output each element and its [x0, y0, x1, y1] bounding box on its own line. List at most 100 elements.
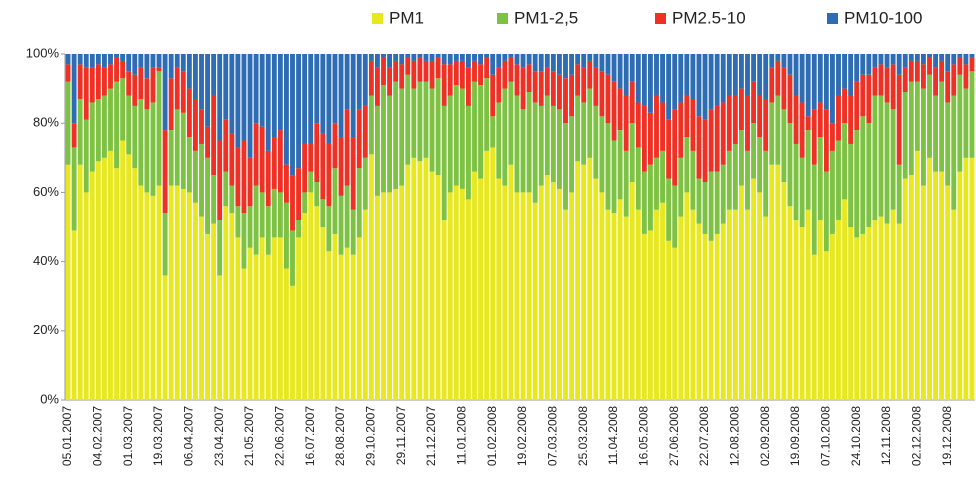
bar-segment — [690, 98, 696, 151]
bar-segment — [356, 168, 362, 238]
bar-segment — [466, 67, 471, 106]
bar-segment — [963, 157, 969, 400]
bar-segment — [490, 54, 496, 75]
bar-segment — [89, 102, 95, 172]
bar-segment — [696, 223, 702, 400]
bar-segment — [447, 54, 453, 65]
bar-segment — [672, 247, 678, 400]
bar-segment — [763, 98, 769, 151]
bar-segment — [629, 81, 635, 124]
bar-segment — [830, 54, 835, 124]
bar-segment — [308, 171, 314, 193]
bar-segment — [902, 67, 908, 93]
bar-segment — [557, 74, 562, 110]
bar-segment — [587, 54, 593, 61]
bar-segment — [914, 81, 920, 151]
bar-segment — [763, 54, 769, 99]
bar-segment — [896, 74, 902, 165]
bar-segment — [83, 67, 89, 120]
y-tick-label: 0% — [40, 391, 59, 406]
legend-swatch — [497, 13, 508, 24]
bar-segment — [648, 164, 653, 231]
bar-segment — [690, 150, 696, 210]
bar-segment — [969, 157, 975, 400]
bar-segment — [714, 233, 720, 400]
bar-segment — [793, 54, 799, 96]
bar-segment — [866, 227, 872, 400]
bar-segment — [466, 54, 471, 68]
bar-segment — [284, 54, 289, 165]
bar-segment — [957, 74, 963, 172]
bar-segment — [490, 147, 496, 400]
bar-segment — [696, 178, 702, 224]
bar-segment — [769, 102, 775, 165]
bar-segment — [156, 185, 162, 400]
bar-segment — [120, 60, 126, 79]
bar-segment — [441, 105, 447, 221]
bar-segment — [271, 237, 277, 400]
bar-segment — [969, 54, 975, 58]
bar-segment — [478, 178, 483, 400]
bar-segment — [375, 105, 380, 196]
bar-segment — [648, 54, 653, 113]
bar-segment — [332, 54, 338, 124]
bar-segment — [277, 54, 283, 131]
bar-segment — [277, 192, 283, 238]
bar-segment — [156, 54, 162, 68]
bar-segment — [581, 102, 587, 165]
bar-segment — [108, 88, 113, 151]
bar-segment — [666, 54, 672, 120]
bar-segment — [205, 126, 210, 158]
bar-segment — [217, 220, 223, 276]
bar-segment — [375, 54, 380, 68]
bar-segment — [453, 185, 459, 400]
bar-segment — [211, 54, 217, 96]
bar-segment — [787, 74, 793, 124]
bar-segment — [229, 133, 235, 186]
bar-segment — [848, 95, 854, 144]
bar-segment — [739, 54, 744, 89]
bar-segment — [265, 206, 271, 255]
bar-segment — [144, 109, 150, 193]
bar-segment — [472, 171, 477, 400]
bar-segment — [368, 60, 374, 96]
y-tick-label: 40% — [33, 253, 59, 268]
bar-segment — [144, 192, 150, 400]
x-tick-label: 29.10.2007 — [364, 406, 378, 466]
bar-segment — [156, 71, 162, 186]
bar-segment — [544, 54, 550, 68]
bar-segment — [71, 54, 77, 124]
bar-segment — [472, 81, 477, 172]
bar-segment — [654, 95, 659, 158]
bar-segment — [259, 54, 265, 127]
bar-segment — [678, 54, 684, 103]
bar-segment — [563, 78, 568, 124]
bar-segment — [726, 54, 732, 96]
bar-segment — [860, 74, 866, 117]
bar-segment — [884, 54, 890, 68]
bar-segment — [350, 54, 356, 138]
bar-segment — [83, 54, 89, 68]
bar-segment — [629, 54, 635, 82]
bar-segment — [775, 60, 781, 96]
bar-segment — [563, 123, 568, 210]
bar-segment — [878, 216, 884, 400]
bar-segment — [290, 175, 295, 231]
bar-segment — [368, 54, 374, 61]
bar-segment — [830, 123, 835, 151]
bar-segment — [575, 95, 581, 162]
bar-segment — [957, 171, 963, 400]
bar-segment — [271, 137, 277, 189]
bar-segment — [520, 192, 526, 400]
bar-segment — [641, 54, 647, 106]
bar-segment — [623, 150, 629, 217]
bar-segment — [678, 216, 684, 400]
bar-segment — [217, 140, 223, 221]
bar-segment — [89, 171, 95, 400]
bar-segment — [963, 64, 969, 89]
bar-segment — [429, 171, 435, 400]
x-tick-label: 27.06.2008 — [667, 406, 681, 466]
bar-segment — [526, 64, 532, 93]
bar-segment — [314, 123, 320, 183]
bar-segment — [757, 192, 763, 400]
